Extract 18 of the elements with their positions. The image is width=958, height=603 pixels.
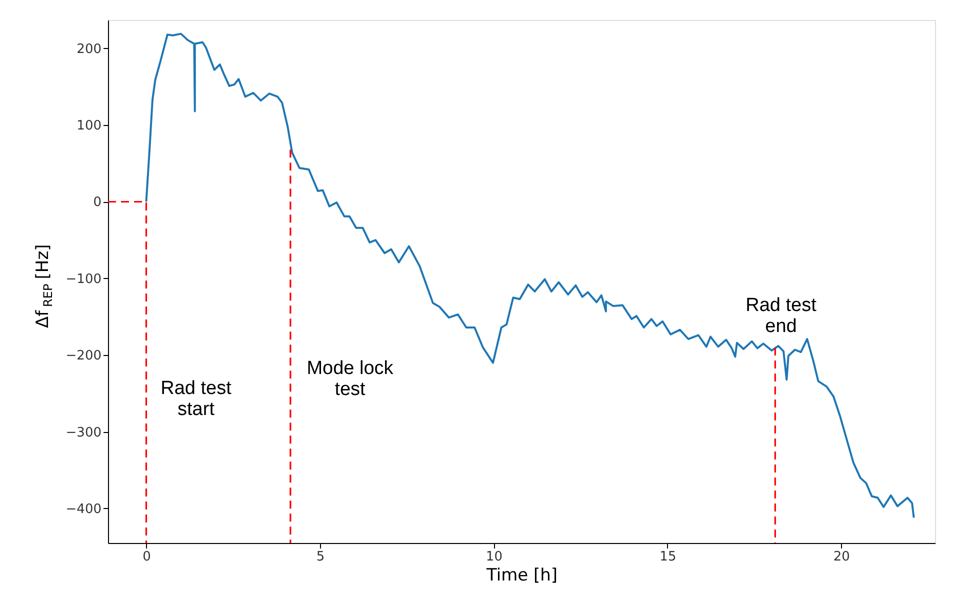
- x-axis-title: Time [h]: [485, 566, 558, 586]
- y-tick-label: 0: [93, 195, 102, 210]
- x-tick-label: 5: [316, 550, 325, 564]
- y-tick-label: −400: [66, 502, 102, 517]
- x-tick-label: 0: [142, 550, 151, 564]
- annotation: Rad test end: [746, 295, 818, 337]
- x-tick-label: 15: [660, 550, 676, 564]
- y-tick-label: −200: [66, 348, 102, 364]
- annotation: Mode lock test: [306, 358, 394, 400]
- annotation: Rad test start: [160, 378, 232, 420]
- y-tick-label: 100: [76, 118, 102, 134]
- y-tick-label: −100: [66, 272, 102, 287]
- y-tick-label: 200: [76, 42, 102, 57]
- line-series: [145, 32, 915, 519]
- x-tick-label: 20: [833, 550, 850, 564]
- x-tick-label: 10: [486, 550, 502, 564]
- y-tick-label: −300: [66, 425, 102, 440]
- y-axis-title: ΔfREP [Hz]: [33, 244, 55, 328]
